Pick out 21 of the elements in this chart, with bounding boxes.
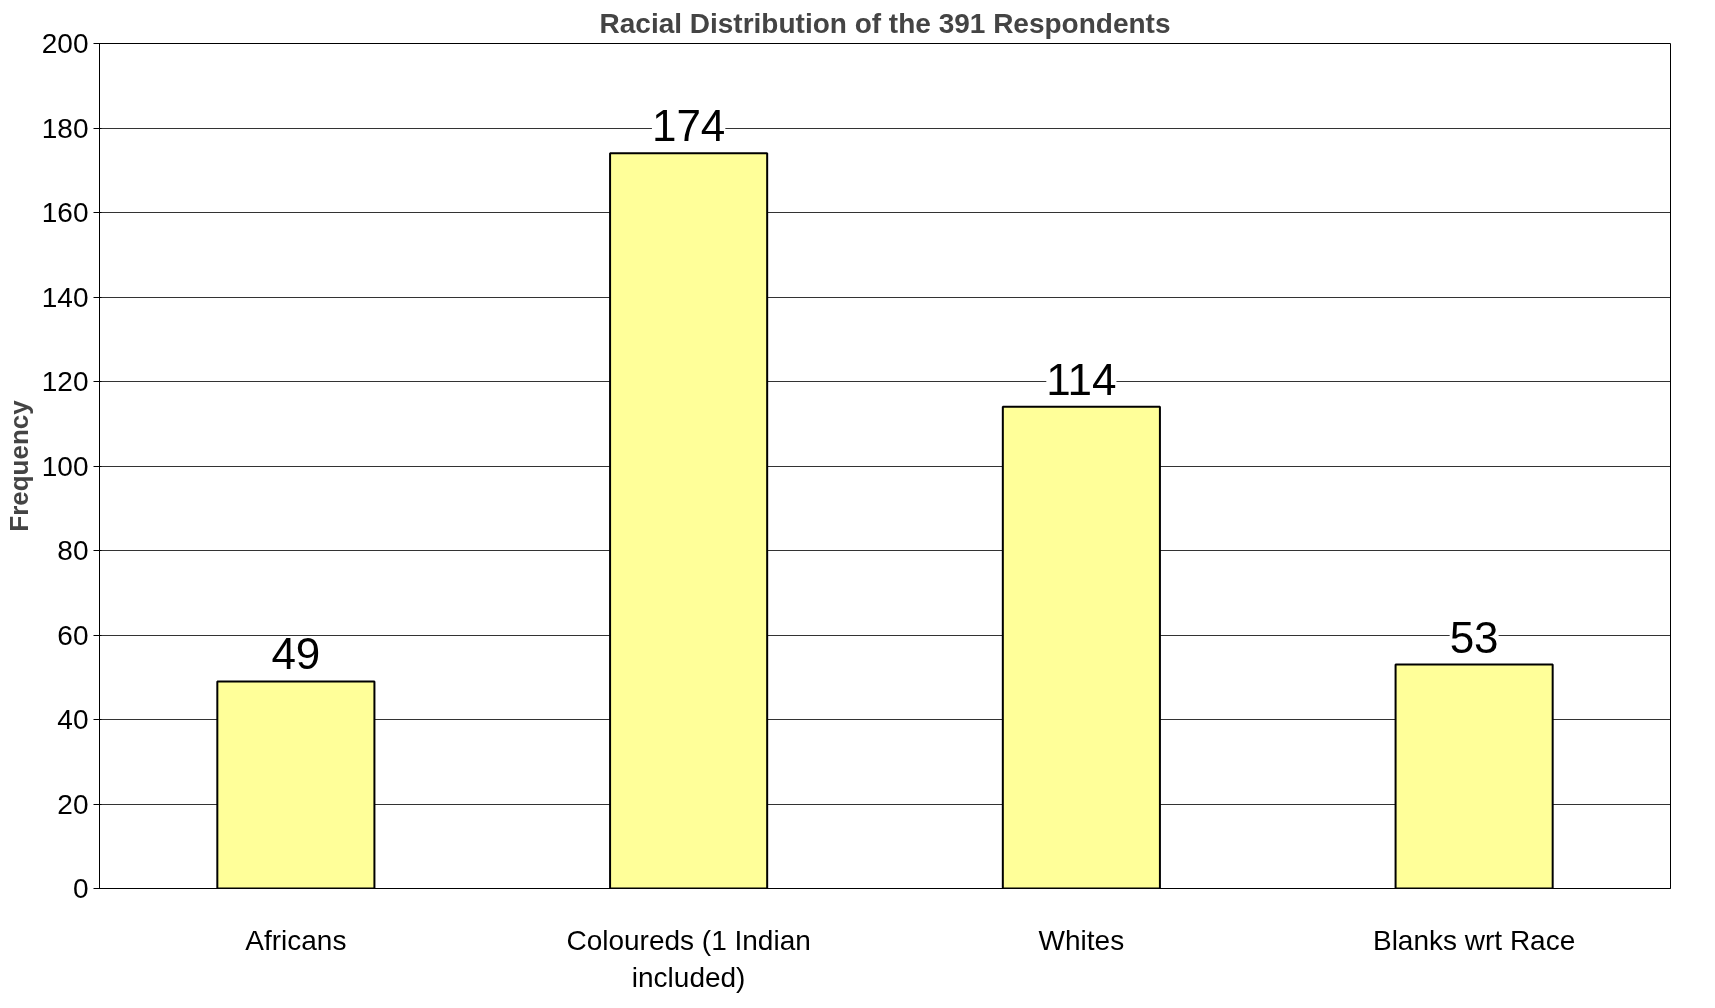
x-tick-label: Coloureds (1 Indian included)	[566, 924, 811, 993]
data-label: 114	[1046, 354, 1117, 404]
x-tick-label: Africans	[245, 924, 347, 956]
y-tick-label: 80	[57, 535, 89, 566]
x-tick-label: Whites	[1038, 924, 1125, 956]
y-tick-label: 200	[41, 28, 89, 59]
data-label: 53	[1449, 612, 1499, 662]
y-tick-label: 60	[57, 619, 89, 651]
data-label: 174	[651, 101, 726, 151]
y-axis-title: Frequency	[3, 399, 34, 532]
y-tick-label: 140	[41, 281, 89, 313]
y-tick-label: 100	[41, 450, 89, 482]
chart-title: Racial Distribution of the 391 Respondents	[599, 7, 1171, 39]
y-tick-label: 160	[41, 197, 89, 228]
y-tick-label: 20	[57, 788, 89, 820]
data-label: 49	[271, 629, 321, 679]
y-tick-label: 120	[41, 366, 89, 397]
y-tick-label: 0	[72, 873, 89, 904]
y-tick-label: 180	[41, 112, 89, 144]
y-tick-label: 40	[57, 704, 89, 735]
x-tick-label: Blanks wrt Race	[1372, 924, 1576, 956]
